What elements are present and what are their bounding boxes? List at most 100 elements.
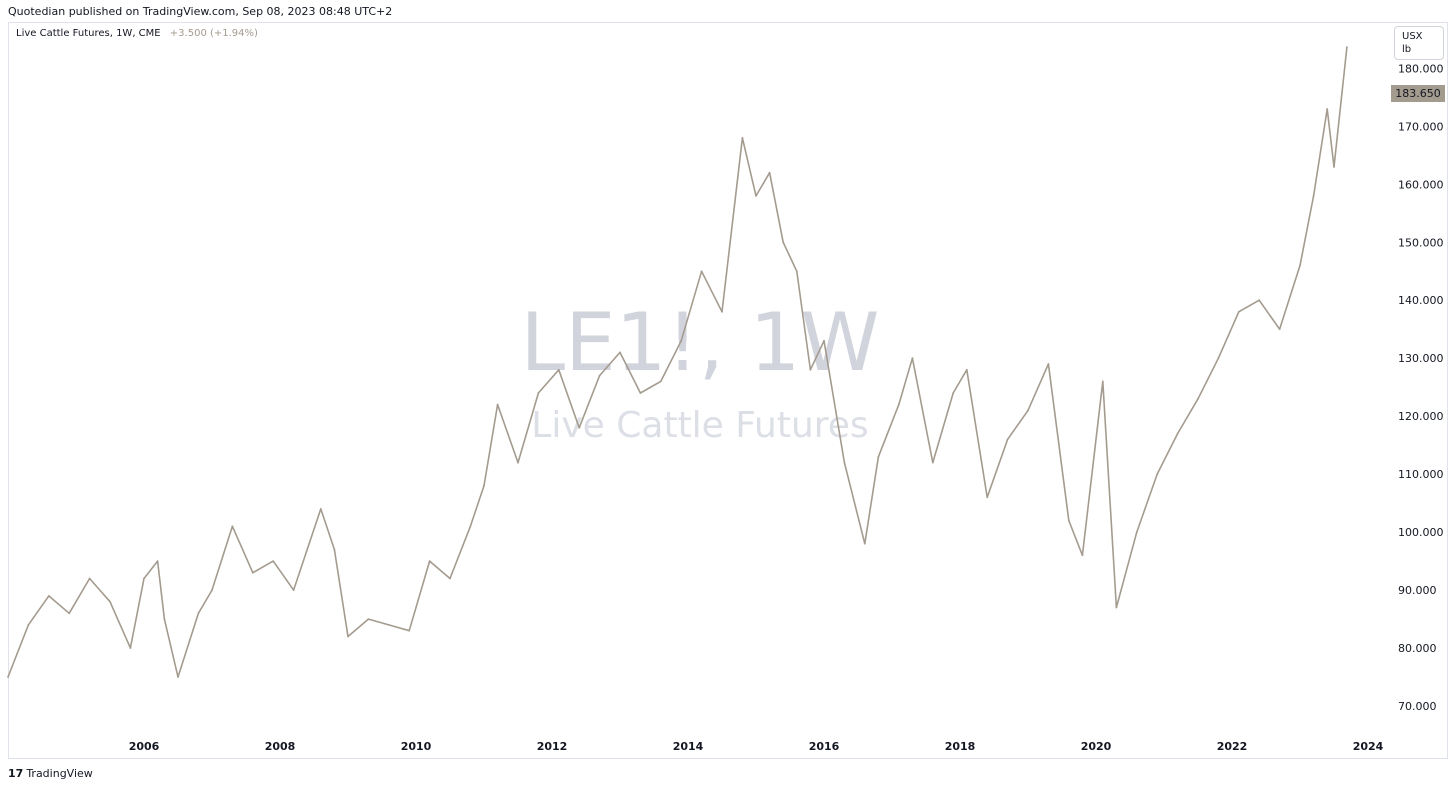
data-point: [272, 560, 275, 562]
data-point: [1081, 554, 1084, 557]
y-tick-label: 100.000: [1398, 526, 1444, 539]
data-point: [1217, 357, 1220, 360]
data-point: [911, 357, 914, 360]
data-point: [721, 310, 723, 313]
data-point: [177, 676, 179, 678]
data-point: [231, 525, 234, 528]
x-tick-label: 2008: [265, 740, 296, 753]
data-point: [986, 496, 989, 499]
data-point: [768, 171, 771, 174]
footer-brand[interactable]: 𝟭𝟳 TradingView: [8, 767, 93, 780]
data-point: [700, 270, 703, 273]
data-point: [197, 612, 200, 615]
x-tick-label: 2020: [1081, 740, 1112, 753]
y-tick-label: 90.000: [1398, 584, 1437, 597]
data-point: [449, 577, 451, 580]
x-tick-label: 2010: [401, 740, 432, 753]
watermark-name: Live Cattle Futures: [531, 405, 868, 446]
data-point: [823, 339, 825, 342]
data-point: [795, 270, 798, 273]
data-point: [469, 525, 472, 528]
data-point: [517, 461, 519, 464]
series-points: [7, 46, 1348, 678]
data-point: [1333, 166, 1335, 168]
data-point: [931, 461, 934, 464]
chart-frame[interactable]: [8, 22, 1448, 759]
data-point: [496, 403, 499, 406]
x-tick-label: 2018: [945, 740, 976, 753]
watermark-ticker: LE1!, 1W: [521, 296, 880, 389]
symbol-title: Live Cattle Futures, 1W, CME: [16, 28, 161, 39]
y-tick-label: 180.000: [1398, 62, 1444, 75]
unit-selector[interactable]: USX lb: [1394, 26, 1444, 60]
data-point: [1176, 432, 1179, 435]
data-point: [428, 560, 431, 562]
y-tick-label: 170.000: [1398, 120, 1444, 133]
data-point: [1115, 606, 1118, 609]
data-point: [1278, 328, 1281, 331]
data-point: [156, 560, 159, 562]
data-point: [782, 241, 785, 244]
y-tick-label: 80.000: [1398, 642, 1437, 655]
data-point: [1299, 264, 1301, 267]
data-point: [1135, 531, 1138, 533]
data-point: [1067, 519, 1070, 522]
x-axis: 2006 2008 2010 2012 2014 2016 2018 2020 2022 2024: [129, 740, 1384, 753]
data-point: [1047, 363, 1050, 365]
data-point: [408, 629, 411, 632]
top-bar: Quotedian published on TradingView.com, …: [0, 0, 1456, 22]
y-axis: 70.000 80.000 90.000 100.000 110.000 120.000 1…: [1398, 62, 1444, 713]
y-tick-label: 70.000: [1398, 700, 1437, 713]
symbol-legend[interactable]: Live Cattle Futures, 1W, CME +3.500 (+1.…: [16, 28, 258, 39]
data-point: [483, 484, 485, 487]
data-point: [619, 351, 621, 354]
data-point: [367, 618, 370, 620]
price-series-line: [7, 47, 1348, 678]
last-price-label: 183.650: [1391, 85, 1445, 102]
data-point: [843, 461, 846, 464]
data-point: [1258, 299, 1261, 302]
data-point: [639, 392, 642, 394]
data-point: [680, 339, 683, 342]
data-point: [143, 577, 145, 580]
data-point: [598, 374, 601, 377]
x-tick-label: 2016: [809, 740, 840, 753]
data-point: [1027, 409, 1029, 412]
data-point: [319, 508, 322, 510]
data-point: [129, 647, 132, 649]
data-point: [211, 589, 213, 591]
data-point: [659, 380, 662, 383]
data-point: [809, 368, 812, 371]
data-point: [109, 600, 111, 603]
data-point: [578, 426, 581, 429]
data-point: [755, 195, 757, 197]
x-tick-label: 2014: [673, 740, 704, 753]
unit-measure: lb: [1402, 44, 1412, 55]
data-point: [952, 392, 955, 394]
data-point: [27, 624, 30, 626]
data-point: [877, 455, 880, 458]
y-tick-label: 150.000: [1398, 236, 1444, 249]
unit-currency: USX: [1402, 31, 1423, 42]
data-point: [88, 577, 91, 580]
watermark: LE1!, 1W Live Cattle Futures: [521, 296, 880, 446]
data-point: [333, 548, 336, 551]
data-point: [1101, 380, 1104, 383]
data-point: [863, 542, 866, 545]
data-point: [965, 368, 968, 371]
y-tick-label: 160.000: [1398, 178, 1444, 191]
data-point: [251, 571, 254, 574]
x-tick-label: 2006: [129, 740, 160, 753]
data-point: [1006, 438, 1009, 441]
data-point: [557, 368, 560, 371]
y-tick-label: 120.000: [1398, 410, 1444, 423]
data-point: [537, 392, 540, 394]
x-tick-label: 2024: [1353, 740, 1384, 753]
price-change: +3.500 (+1.94%): [169, 28, 258, 39]
data-point: [1346, 46, 1348, 49]
data-point: [1326, 108, 1329, 110]
tradingview-logo-icon: 𝟭𝟳: [8, 767, 24, 780]
publisher-info: Quotedian published on TradingView.com, …: [8, 5, 393, 18]
data-point: [1312, 195, 1315, 197]
